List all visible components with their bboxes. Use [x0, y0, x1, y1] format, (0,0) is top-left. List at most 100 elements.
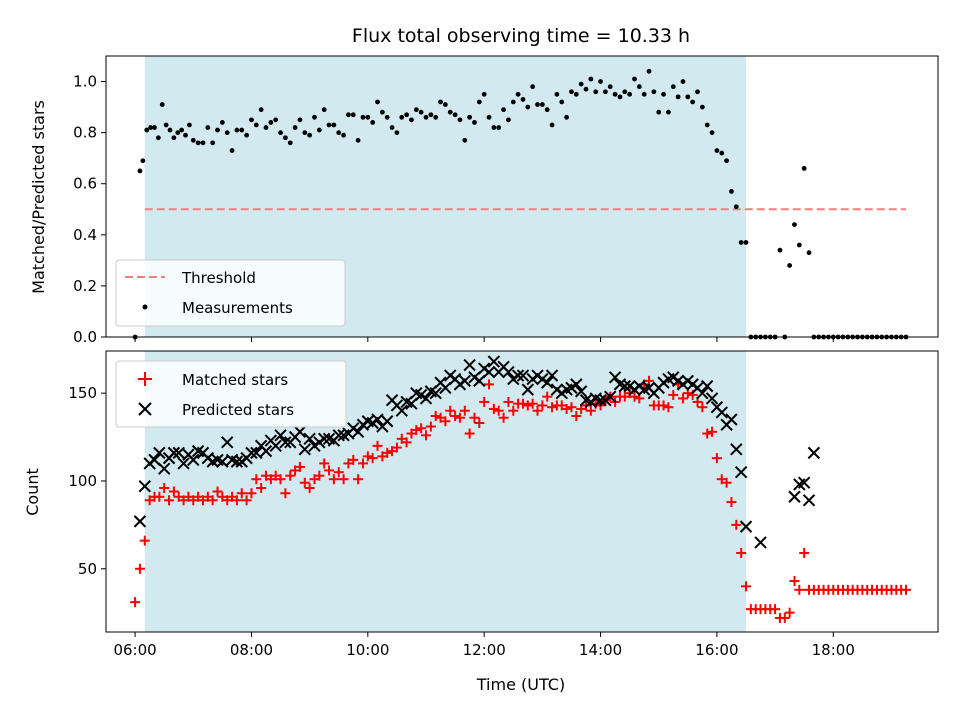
measurement-point — [268, 120, 274, 125]
measurement-point — [152, 125, 157, 130]
measurement-point — [535, 102, 540, 107]
measurement-point — [215, 127, 220, 133]
measurement-point — [617, 94, 623, 100]
legend-measurements-label: Measurements — [182, 299, 293, 317]
matched-star-point — [779, 612, 790, 623]
measurement-point — [307, 132, 313, 138]
count-legend: Matched stars Predicted stars — [115, 360, 347, 428]
measurement-point — [685, 94, 691, 100]
matched-star-point — [736, 547, 747, 558]
matched-star-point — [134, 563, 145, 574]
predicted-star-point — [245, 446, 258, 460]
matched-star-point — [275, 474, 286, 485]
x-tick-label: 10:00 — [346, 641, 389, 659]
predicted-star-point — [167, 446, 181, 460]
matched-star-point — [164, 495, 175, 506]
measurement-point — [670, 84, 676, 90]
matched-star-point — [561, 403, 572, 414]
measurement-point — [186, 122, 192, 128]
matched-star-point — [702, 428, 713, 439]
y-tick-label: 0.2 — [73, 277, 97, 295]
predicted-star-point — [405, 397, 418, 410]
legend-matched-swatch — [138, 372, 152, 386]
measurement-point — [491, 125, 497, 130]
measurement-point — [733, 204, 739, 210]
predicted-star-point — [419, 392, 433, 405]
ratio-axes-frame — [105, 55, 939, 338]
count-legend-box — [115, 360, 347, 428]
measurement-point — [501, 107, 506, 113]
predicted-star-point — [473, 374, 486, 388]
matched-star-point — [663, 402, 674, 413]
predicted-star-point — [230, 455, 244, 468]
predicted-star-point — [395, 404, 408, 417]
matched-star-point — [789, 576, 800, 587]
ratio-x-ticks — [134, 337, 834, 342]
predicted-star-point — [429, 386, 442, 400]
measurement-point — [155, 135, 161, 141]
measurement-point — [806, 250, 812, 256]
measurement-point — [462, 137, 468, 143]
predicted-star-point — [133, 515, 147, 528]
matched-star-point — [357, 458, 368, 469]
predicted-star-point — [216, 455, 229, 468]
predicted-star-point — [269, 439, 282, 453]
measurement-point — [278, 130, 283, 136]
matched-star-point — [450, 410, 461, 421]
matched-star-point — [353, 474, 364, 485]
count-panel: 06:00 08:00 10:00 12:00 14:00 16:00 18:00 50 10… — [23, 350, 939, 694]
predicted-star-point — [802, 494, 816, 507]
predicted-star-point — [317, 432, 331, 446]
x-tick-label: 06:00 — [113, 641, 156, 659]
measurement-point — [704, 122, 710, 128]
measurement-point — [476, 99, 482, 105]
measurement-point — [738, 240, 744, 245]
measurement-point — [506, 117, 511, 123]
matched-star-point — [285, 470, 296, 481]
measurement-point — [292, 125, 298, 130]
measurement-point — [801, 166, 807, 171]
matched-star-point — [547, 402, 558, 413]
predicted-star-point — [754, 536, 767, 549]
measurement-point — [179, 127, 185, 133]
y-tick-label: 1.0 — [73, 73, 97, 91]
measurement-point — [244, 132, 250, 138]
predicted-star-point — [487, 355, 501, 368]
measurement-point — [709, 130, 715, 136]
matched-star-point — [425, 421, 436, 432]
measurement-point — [360, 114, 366, 120]
measurement-point — [472, 120, 477, 125]
measurement-point — [350, 112, 356, 118]
measurement-point — [554, 91, 560, 97]
matched-star-point — [677, 393, 688, 404]
predicted-star-point — [279, 436, 292, 449]
matched-star-point — [721, 477, 732, 488]
predicted-star-point — [502, 365, 515, 379]
measurement-point — [394, 130, 400, 136]
measurement-point — [593, 89, 599, 95]
predicted-star-point — [351, 425, 365, 438]
matched-star-point — [362, 451, 373, 462]
predicted-star-point — [734, 465, 748, 479]
matched-star-point — [532, 405, 543, 416]
predicted-star-point — [715, 406, 728, 419]
measurement-point — [787, 263, 793, 268]
measurement-point — [346, 112, 351, 118]
matched-star-point — [498, 412, 509, 423]
matched-star-point — [236, 488, 247, 499]
predicted-star-point — [604, 390, 617, 403]
matched-star-point — [401, 437, 412, 448]
measurement-point — [428, 112, 434, 118]
predicted-star-point — [138, 480, 151, 493]
legend-predicted-label: Predicted stars — [182, 401, 294, 419]
measurement-point — [239, 127, 245, 133]
matched-star-point — [711, 453, 722, 464]
measurement-point — [365, 114, 371, 120]
matched-star-point — [537, 400, 548, 411]
matched-star-point — [304, 482, 315, 493]
matched-star-point — [299, 477, 310, 488]
predicted-star-point — [298, 443, 311, 456]
ratio-legend-box — [115, 259, 346, 327]
y-tick-label: 0.8 — [73, 124, 97, 142]
matched-star-point — [707, 426, 718, 437]
